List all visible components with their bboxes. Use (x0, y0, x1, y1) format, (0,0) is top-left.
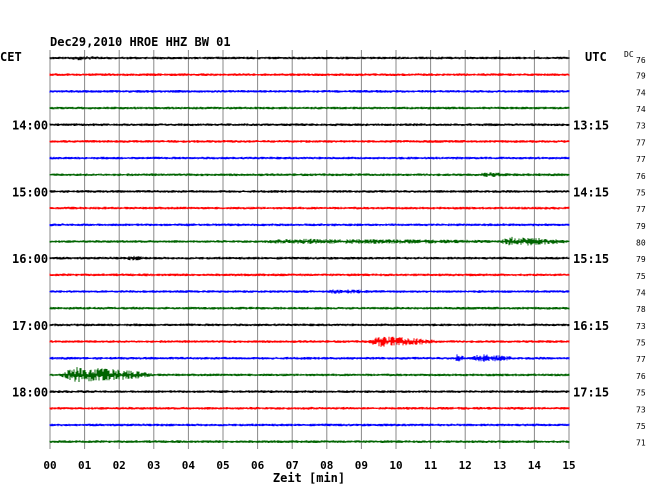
seismic-traces (49, 56, 570, 443)
trace-13 (49, 273, 570, 277)
trace-18 (49, 354, 570, 362)
trace-10 (49, 223, 570, 227)
x-tick-label: 10 (389, 459, 402, 472)
x-tick-label: 07 (286, 459, 299, 472)
dc-value: 78 (636, 305, 646, 314)
left-hour-label: 17:00 (12, 319, 48, 333)
dc-value: 77 (636, 355, 646, 364)
dc-value: 74 (636, 88, 646, 97)
dc-value: 74 (636, 289, 646, 298)
trace-21 (49, 406, 570, 410)
dc-value: 77 (636, 205, 646, 214)
x-tick-label: 06 (251, 459, 265, 472)
dc-value-labels: 76 79 74 74 73 77 77 76 75 77 79 80 79 75 74 78 73 75 77 76… (636, 56, 646, 448)
trace-19 (49, 367, 570, 382)
trace-12 (49, 255, 570, 261)
trace-8 (49, 190, 570, 193)
dc-value: 80 (636, 238, 646, 247)
x-tick-label: 09 (355, 459, 368, 472)
right-hour-label: 17:15 (573, 386, 609, 400)
left-hour-label: 14:00 (12, 119, 48, 133)
trace-16 (49, 323, 570, 327)
right-hour-label: 13:15 (573, 119, 609, 133)
dc-value: 77 (636, 138, 646, 147)
trace-1 (49, 73, 570, 77)
dc-value: 77 (636, 155, 646, 164)
x-tick-label: 14 (528, 459, 542, 472)
dc-value: 71 (636, 439, 646, 448)
dc-value: 79 (636, 255, 646, 264)
x-tick-label: 11 (424, 459, 438, 472)
trace-0 (49, 56, 570, 61)
trace-15 (49, 306, 570, 310)
trace-2 (49, 90, 570, 93)
hour-labels: 14:00 15:00 16:00 17:00 18:00 13:15 14:15 15:15… (12, 119, 609, 400)
dc-value: 74 (636, 105, 646, 114)
trace-4 (49, 123, 570, 127)
trace-20 (49, 390, 570, 393)
dc-value: 75 (636, 272, 646, 281)
left-hour-label: 18:00 (12, 386, 48, 400)
trace-6 (49, 156, 570, 160)
trace-17 (49, 336, 570, 347)
dc-value: 79 (636, 72, 646, 81)
x-tick-label: 02 (113, 459, 126, 472)
dc-value: 73 (636, 405, 646, 414)
left-hour-label: 16:00 (12, 252, 48, 266)
x-tick-label: 00 (43, 459, 56, 472)
left-hour-label: 15:00 (12, 185, 48, 199)
dc-value: 76 (636, 172, 646, 181)
dc-value: 75 (636, 339, 646, 348)
x-tick-labels: 00 01 02 03 04 05 06 07 08 09 10 11 12 13 14 15 (43, 459, 575, 472)
grid-lines (49, 50, 570, 449)
dc-value: 76 (636, 56, 646, 65)
left-zone-label: CET (0, 50, 22, 64)
trace-5 (49, 140, 570, 143)
x-tick-label: 12 (459, 459, 472, 472)
chart-title: Dec29,2010 HROE HHZ BW 01 (50, 35, 231, 49)
trace-23 (49, 440, 570, 443)
x-tick-label: 01 (78, 459, 92, 472)
dc-value: 79 (636, 222, 646, 231)
dc-label: DC (624, 50, 634, 59)
trace-11 (49, 236, 570, 246)
x-tick-label: 04 (182, 459, 196, 472)
dc-value: 75 (636, 188, 646, 197)
x-tick-label: 15 (562, 459, 575, 472)
x-tick-label: 13 (493, 459, 506, 472)
right-hour-label: 15:15 (573, 252, 609, 266)
x-tick-label: 05 (216, 459, 229, 472)
right-hour-label: 16:15 (573, 319, 609, 333)
x-axis-label: Zeit [min] (273, 471, 345, 485)
trace-3 (49, 106, 570, 110)
dc-value: 75 (636, 389, 646, 398)
right-hour-label: 14:15 (573, 185, 609, 199)
dc-value: 73 (636, 322, 646, 331)
right-zone-label: UTC (585, 50, 607, 64)
x-tick-label: 08 (320, 459, 333, 472)
x-tick-label: 03 (147, 459, 160, 472)
trace-22 (49, 423, 570, 427)
trace-9 (49, 206, 570, 210)
trace-7 (49, 172, 570, 177)
dc-value: 75 (636, 422, 646, 431)
trace-14 (49, 289, 570, 294)
dc-value: 76 (636, 372, 646, 381)
dc-value: 73 (636, 122, 646, 131)
